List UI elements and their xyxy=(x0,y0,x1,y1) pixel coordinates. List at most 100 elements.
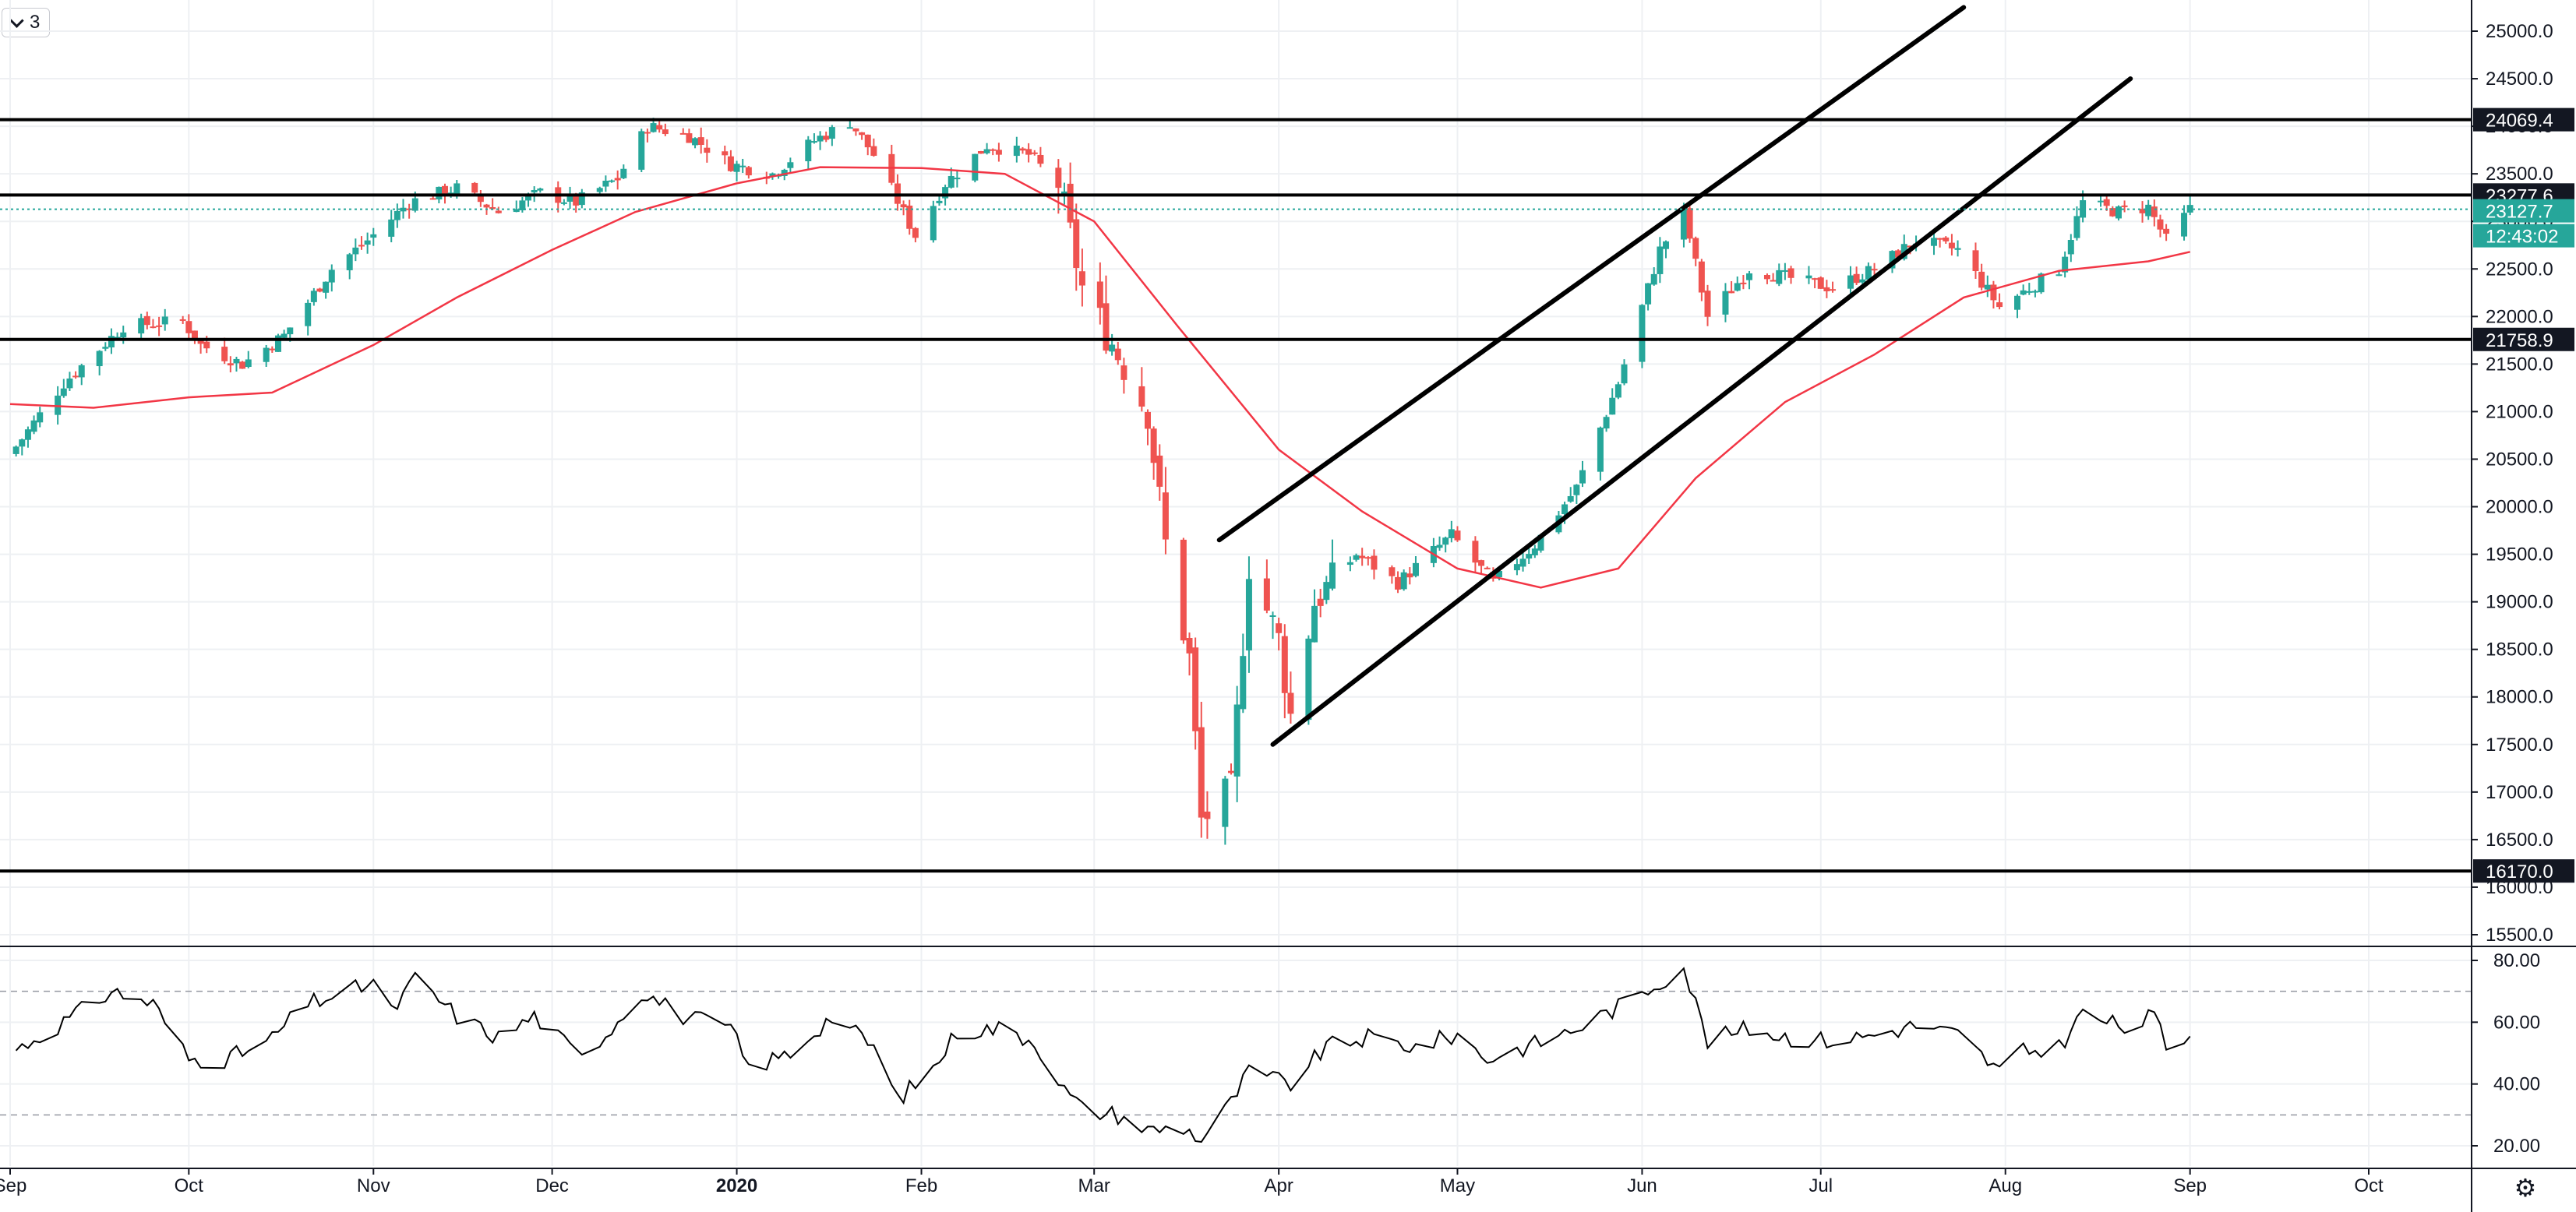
candle-up[interactable] xyxy=(805,139,812,162)
candle-up[interactable] xyxy=(78,365,85,378)
candle-up[interactable] xyxy=(930,206,937,241)
candle-down[interactable] xyxy=(191,330,198,341)
candle-up[interactable] xyxy=(1537,534,1544,551)
candle-down[interactable] xyxy=(977,151,984,154)
candle-up[interactable] xyxy=(781,170,788,176)
price-pane[interactable] xyxy=(0,5,2472,873)
candle-up[interactable] xyxy=(411,198,418,211)
candle-up[interactable] xyxy=(1436,544,1443,548)
candle-down[interactable] xyxy=(2121,205,2128,207)
candle-up[interactable] xyxy=(1567,495,1574,502)
gear-icon[interactable]: ⚙ xyxy=(2514,1174,2537,1202)
candle-up[interactable] xyxy=(233,358,240,364)
candle-up[interactable] xyxy=(1573,484,1580,495)
candle-down[interactable] xyxy=(1990,284,1997,301)
candle-up[interactable] xyxy=(2181,213,2188,237)
candle-down[interactable] xyxy=(1287,692,1294,714)
candle-up[interactable] xyxy=(578,192,585,206)
candle-down[interactable] xyxy=(1019,148,1026,151)
candle-up[interactable] xyxy=(1526,554,1533,559)
candle-up[interactable] xyxy=(66,378,73,389)
candle-up[interactable] xyxy=(287,327,294,335)
candle-up[interactable] xyxy=(537,188,544,191)
candle-down[interactable] xyxy=(1770,280,1777,282)
candle-down[interactable] xyxy=(2157,219,2164,230)
candle-up[interactable] xyxy=(1245,579,1252,651)
candle-down[interactable] xyxy=(1395,576,1402,590)
candle-down[interactable] xyxy=(662,129,669,135)
candle-up[interactable] xyxy=(1609,397,1616,415)
candle-up[interactable] xyxy=(1400,572,1407,590)
candle-down[interactable] xyxy=(704,147,711,153)
candle-down[interactable] xyxy=(72,375,79,378)
candle-down[interactable] xyxy=(442,185,449,196)
candle-down[interactable] xyxy=(859,132,866,136)
candle-up[interactable] xyxy=(2145,204,2152,217)
candle-up[interactable] xyxy=(1013,146,1020,157)
candle-up[interactable] xyxy=(1954,248,1961,250)
candle-up[interactable] xyxy=(1603,417,1610,429)
candle-down[interactable] xyxy=(358,245,365,247)
candle-down[interactable] xyxy=(1103,303,1110,351)
candle-up[interactable] xyxy=(37,412,44,423)
candle-down[interactable] xyxy=(1406,573,1413,578)
candle-down[interactable] xyxy=(2103,199,2110,206)
candle-down[interactable] xyxy=(1073,219,1080,269)
candle-up[interactable] xyxy=(1805,275,1812,279)
candle-down[interactable] xyxy=(2139,209,2146,213)
candle-up[interactable] xyxy=(2062,256,2069,273)
candle-down[interactable] xyxy=(1276,623,1283,633)
candle-down[interactable] xyxy=(686,133,693,143)
candle-up[interactable] xyxy=(2026,291,2033,293)
candle-down[interactable] xyxy=(203,341,210,349)
candle-down[interactable] xyxy=(1484,567,1491,569)
candle-up[interactable] xyxy=(2056,274,2063,277)
candle-down[interactable] xyxy=(1281,636,1288,693)
candle-up[interactable] xyxy=(513,209,520,213)
candle-down[interactable] xyxy=(1692,238,1699,259)
candle-down[interactable] xyxy=(1698,261,1705,293)
candle-up[interactable] xyxy=(2098,200,2105,203)
candle-down[interactable] xyxy=(1472,541,1479,563)
candle-up[interactable] xyxy=(1657,246,1664,274)
candle-down[interactable] xyxy=(1192,647,1199,731)
candle-up[interactable] xyxy=(2038,273,2045,293)
trend-line-channel-upper[interactable] xyxy=(1216,5,1967,543)
candle-down[interactable] xyxy=(722,151,729,156)
candle-up[interactable] xyxy=(828,127,835,139)
candle-down[interactable] xyxy=(614,178,621,181)
candle-down[interactable] xyxy=(745,167,752,176)
candle-down[interactable] xyxy=(1871,269,1878,271)
candle-down[interactable] xyxy=(1371,555,1378,570)
candle-up[interactable] xyxy=(453,183,461,195)
candle-up[interactable] xyxy=(1579,470,1586,484)
candle-up[interactable] xyxy=(1519,558,1526,567)
candle-up[interactable] xyxy=(531,189,538,193)
candle-up[interactable] xyxy=(2073,216,2080,238)
candle-up[interactable] xyxy=(1353,555,1360,560)
candle-up[interactable] xyxy=(983,149,990,153)
candle-down[interactable] xyxy=(1943,237,1950,241)
candle-down[interactable] xyxy=(1686,208,1693,239)
candle-up[interactable] xyxy=(1847,275,1854,289)
candle-up[interactable] xyxy=(519,200,526,210)
candle-down[interactable] xyxy=(1936,238,1943,240)
candle-up[interactable] xyxy=(436,186,443,200)
candle-up[interactable] xyxy=(2020,290,2027,295)
candle-down[interactable] xyxy=(1150,428,1157,463)
candle-down[interactable] xyxy=(1364,557,1371,559)
candle-up[interactable] xyxy=(1495,570,1502,577)
candle-down[interactable] xyxy=(1078,271,1085,286)
candle-up[interactable] xyxy=(638,131,645,170)
candle-up[interactable] xyxy=(1645,283,1652,305)
candle-up[interactable] xyxy=(810,141,817,143)
candle-down[interactable] xyxy=(990,149,997,151)
candle-down[interactable] xyxy=(1454,530,1461,541)
candle-down[interactable] xyxy=(1114,348,1121,361)
candle-up[interactable] xyxy=(102,347,109,349)
candle-down[interactable] xyxy=(1186,638,1193,654)
candle-up[interactable] xyxy=(1650,273,1657,285)
candle-down[interactable] xyxy=(1907,245,1914,248)
candle-up[interactable] xyxy=(650,123,657,132)
candle-down[interactable] xyxy=(1996,302,2003,308)
